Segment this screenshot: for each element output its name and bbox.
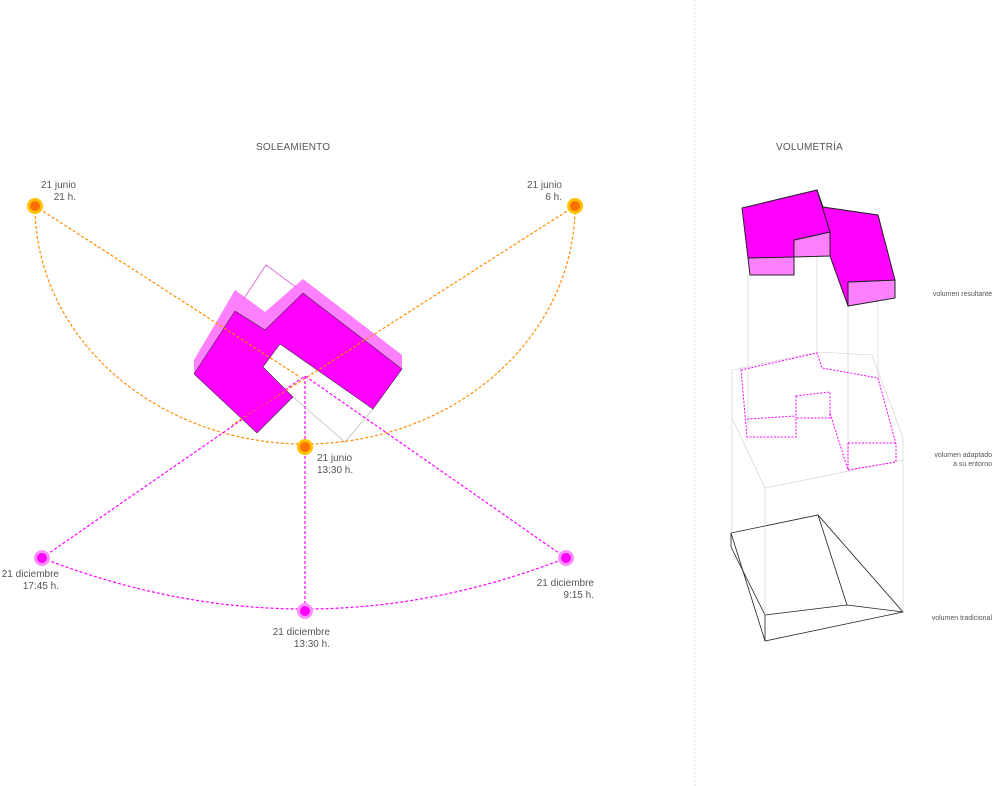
building-outline-grey: [292, 396, 374, 443]
volumetry-title: VOLUMETRÍA: [776, 142, 844, 153]
winter-ray-evening: [41, 375, 306, 559]
label-volume-traditional: volumen tradicional: [931, 615, 992, 622]
winter-arc: [41, 557, 567, 610]
building-outline-pink: [242, 264, 298, 301]
label-volume-adapted: volumen adaptado a su entorno: [900, 451, 992, 469]
label-time: 13:30 h.: [317, 465, 354, 476]
label-time: 17:45 h.: [22, 581, 59, 592]
label-time: 9:15 h.: [563, 590, 594, 601]
winter-ray-morning: [304, 375, 567, 559]
sun-markers: [27, 198, 583, 619]
winter-sun-path: [41, 375, 567, 611]
label-summer-6h: 21 junio 6 h.: [520, 180, 562, 204]
label-winter-915h: 21 diciembre 9:15 h.: [530, 578, 594, 602]
label-date: 21 junio: [526, 180, 562, 191]
label-date: 21 diciembre: [536, 578, 594, 589]
summer-ray-evening: [34, 205, 301, 378]
label-line: volumen adaptado: [934, 452, 992, 459]
label-summer-1330h: 21 junio 13:30 h.: [317, 453, 353, 477]
summer-arc: [34, 205, 576, 445]
building-plan: [193, 264, 403, 443]
volume-traditional: [730, 514, 904, 642]
label-winter-1745h: 21 diciembre 17:45 h.: [0, 569, 59, 593]
label-summer-21h: 21 junio 21 h.: [30, 180, 76, 204]
label-volume-resulting: volumen resultante: [932, 291, 992, 298]
summer-sun-path: [34, 205, 576, 445]
volume-resulting: [741, 189, 896, 307]
label-date: 21 junio: [317, 453, 353, 464]
label-time: 13:30 h.: [293, 639, 330, 650]
label-winter-1330h: 21 diciembre 13:30 h.: [268, 627, 330, 651]
solar-title: SOLEAMIENTO: [256, 142, 331, 153]
projection-lines: [731, 256, 904, 615]
label-line: a su entorno: [953, 461, 992, 468]
label-time: 21 h.: [53, 192, 76, 203]
summer-ray-morning: [231, 205, 576, 426]
label-time: 6 h.: [545, 192, 562, 203]
building-volume: [193, 292, 403, 434]
label-date: 21 junio: [40, 180, 76, 191]
label-date: 21 diciembre: [1, 569, 59, 580]
label-date: 21 diciembre: [272, 627, 330, 638]
volume-adapted: [740, 352, 897, 471]
